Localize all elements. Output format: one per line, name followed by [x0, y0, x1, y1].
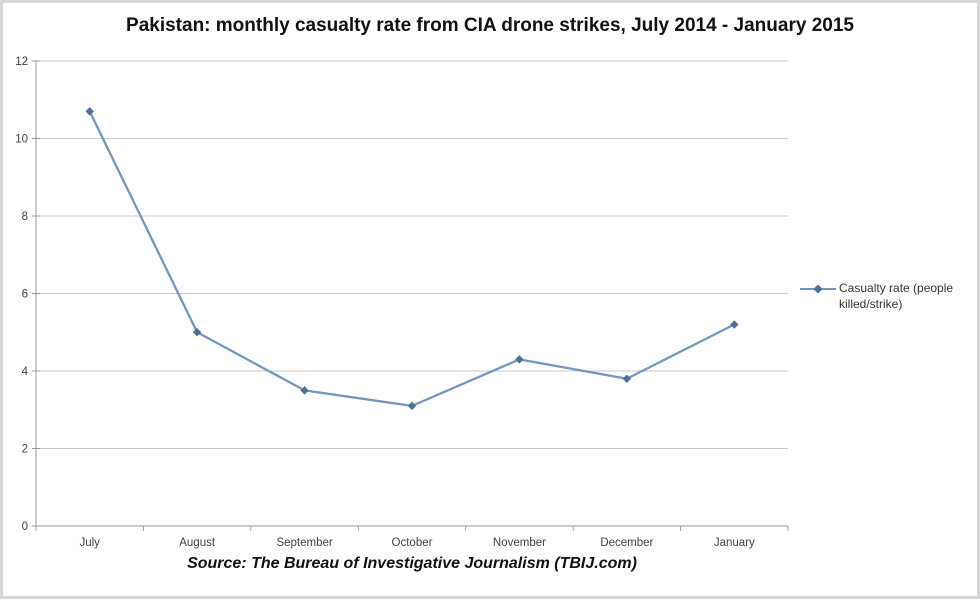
data-point-marker	[622, 374, 632, 383]
y-tick-label: 6	[22, 289, 28, 301]
y-tick-label: 12	[15, 56, 28, 68]
data-point-marker	[515, 355, 524, 364]
x-tick-label: August	[179, 537, 216, 549]
x-tick-label: January	[714, 537, 755, 549]
series-line	[88, 110, 736, 408]
y-tick-label: 4	[22, 366, 29, 378]
chart-title: Pakistan: monthly casualty rate from CIA…	[126, 15, 854, 36]
data-point-marker	[300, 386, 309, 395]
y-tick-label: 10	[15, 134, 28, 146]
line-chart-canvas: 0 2 4 6 8 10 12 July August September October Novem…	[15, 56, 789, 549]
x-tick-label: October	[392, 537, 433, 549]
x-tick-label: November	[493, 537, 546, 549]
source-caption: Source: The Bureau of Investigative Jour…	[187, 555, 637, 572]
data-point-marker	[192, 328, 202, 337]
legend: Casualty rate (people killed/strike)	[800, 280, 968, 312]
x-tick-label: September	[276, 537, 332, 549]
x-tick-label: July	[79, 537, 100, 549]
y-tick-label: 2	[22, 444, 28, 456]
legend-series-marker-icon	[800, 284, 836, 294]
x-tick-label: December	[600, 537, 653, 549]
data-point-marker	[407, 401, 417, 411]
data-point-marker	[730, 320, 739, 329]
data-point-marker	[85, 107, 94, 116]
legend-label: Casualty rate (people killed/strike)	[839, 281, 954, 311]
y-tick-label: 8	[22, 211, 28, 223]
y-tick-label: 0	[22, 521, 28, 533]
